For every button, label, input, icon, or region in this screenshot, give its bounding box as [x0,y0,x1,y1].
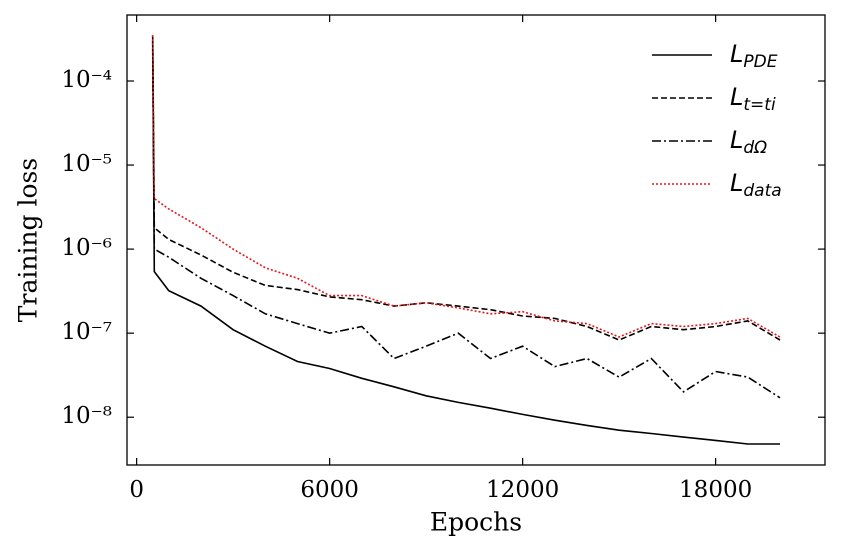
x-tick-label: 0 [129,477,144,503]
series-line [151,47,781,399]
plot-frame [126,14,826,466]
legend-label: Lt=ti [730,83,776,115]
x-tick-label: 18000 [679,477,752,503]
y-tick-label: 10⁻⁴ [61,67,112,93]
y-tick-label: 10⁻⁵ [61,151,112,177]
legend-sub: t=ti [743,95,776,115]
legend-label: Ldata [730,169,782,201]
legend-sub: data [743,181,781,201]
y-tick-label: 10⁻⁶ [61,235,112,261]
series-line [151,40,781,341]
legend-main: L [730,169,743,197]
x-tick-label: 6000 [300,477,359,503]
x-tick-label: 12000 [486,477,559,503]
series-line [151,35,780,445]
y-tick-label: 10⁻⁷ [61,319,112,345]
legend-label: LPDE [730,40,778,72]
legend-sub: PDE [743,52,777,72]
legend-main: L [730,83,743,111]
y-axis-label: Training loss [14,158,43,322]
legend-label: LdΩ [730,126,767,158]
legend-main: L [730,40,743,68]
series-line [151,35,781,338]
x-axis-label: Epochs [430,508,522,537]
legend-main: L [730,126,743,154]
legend-sub: dΩ [743,138,767,158]
y-tick-label: 10⁻⁸ [61,403,112,429]
